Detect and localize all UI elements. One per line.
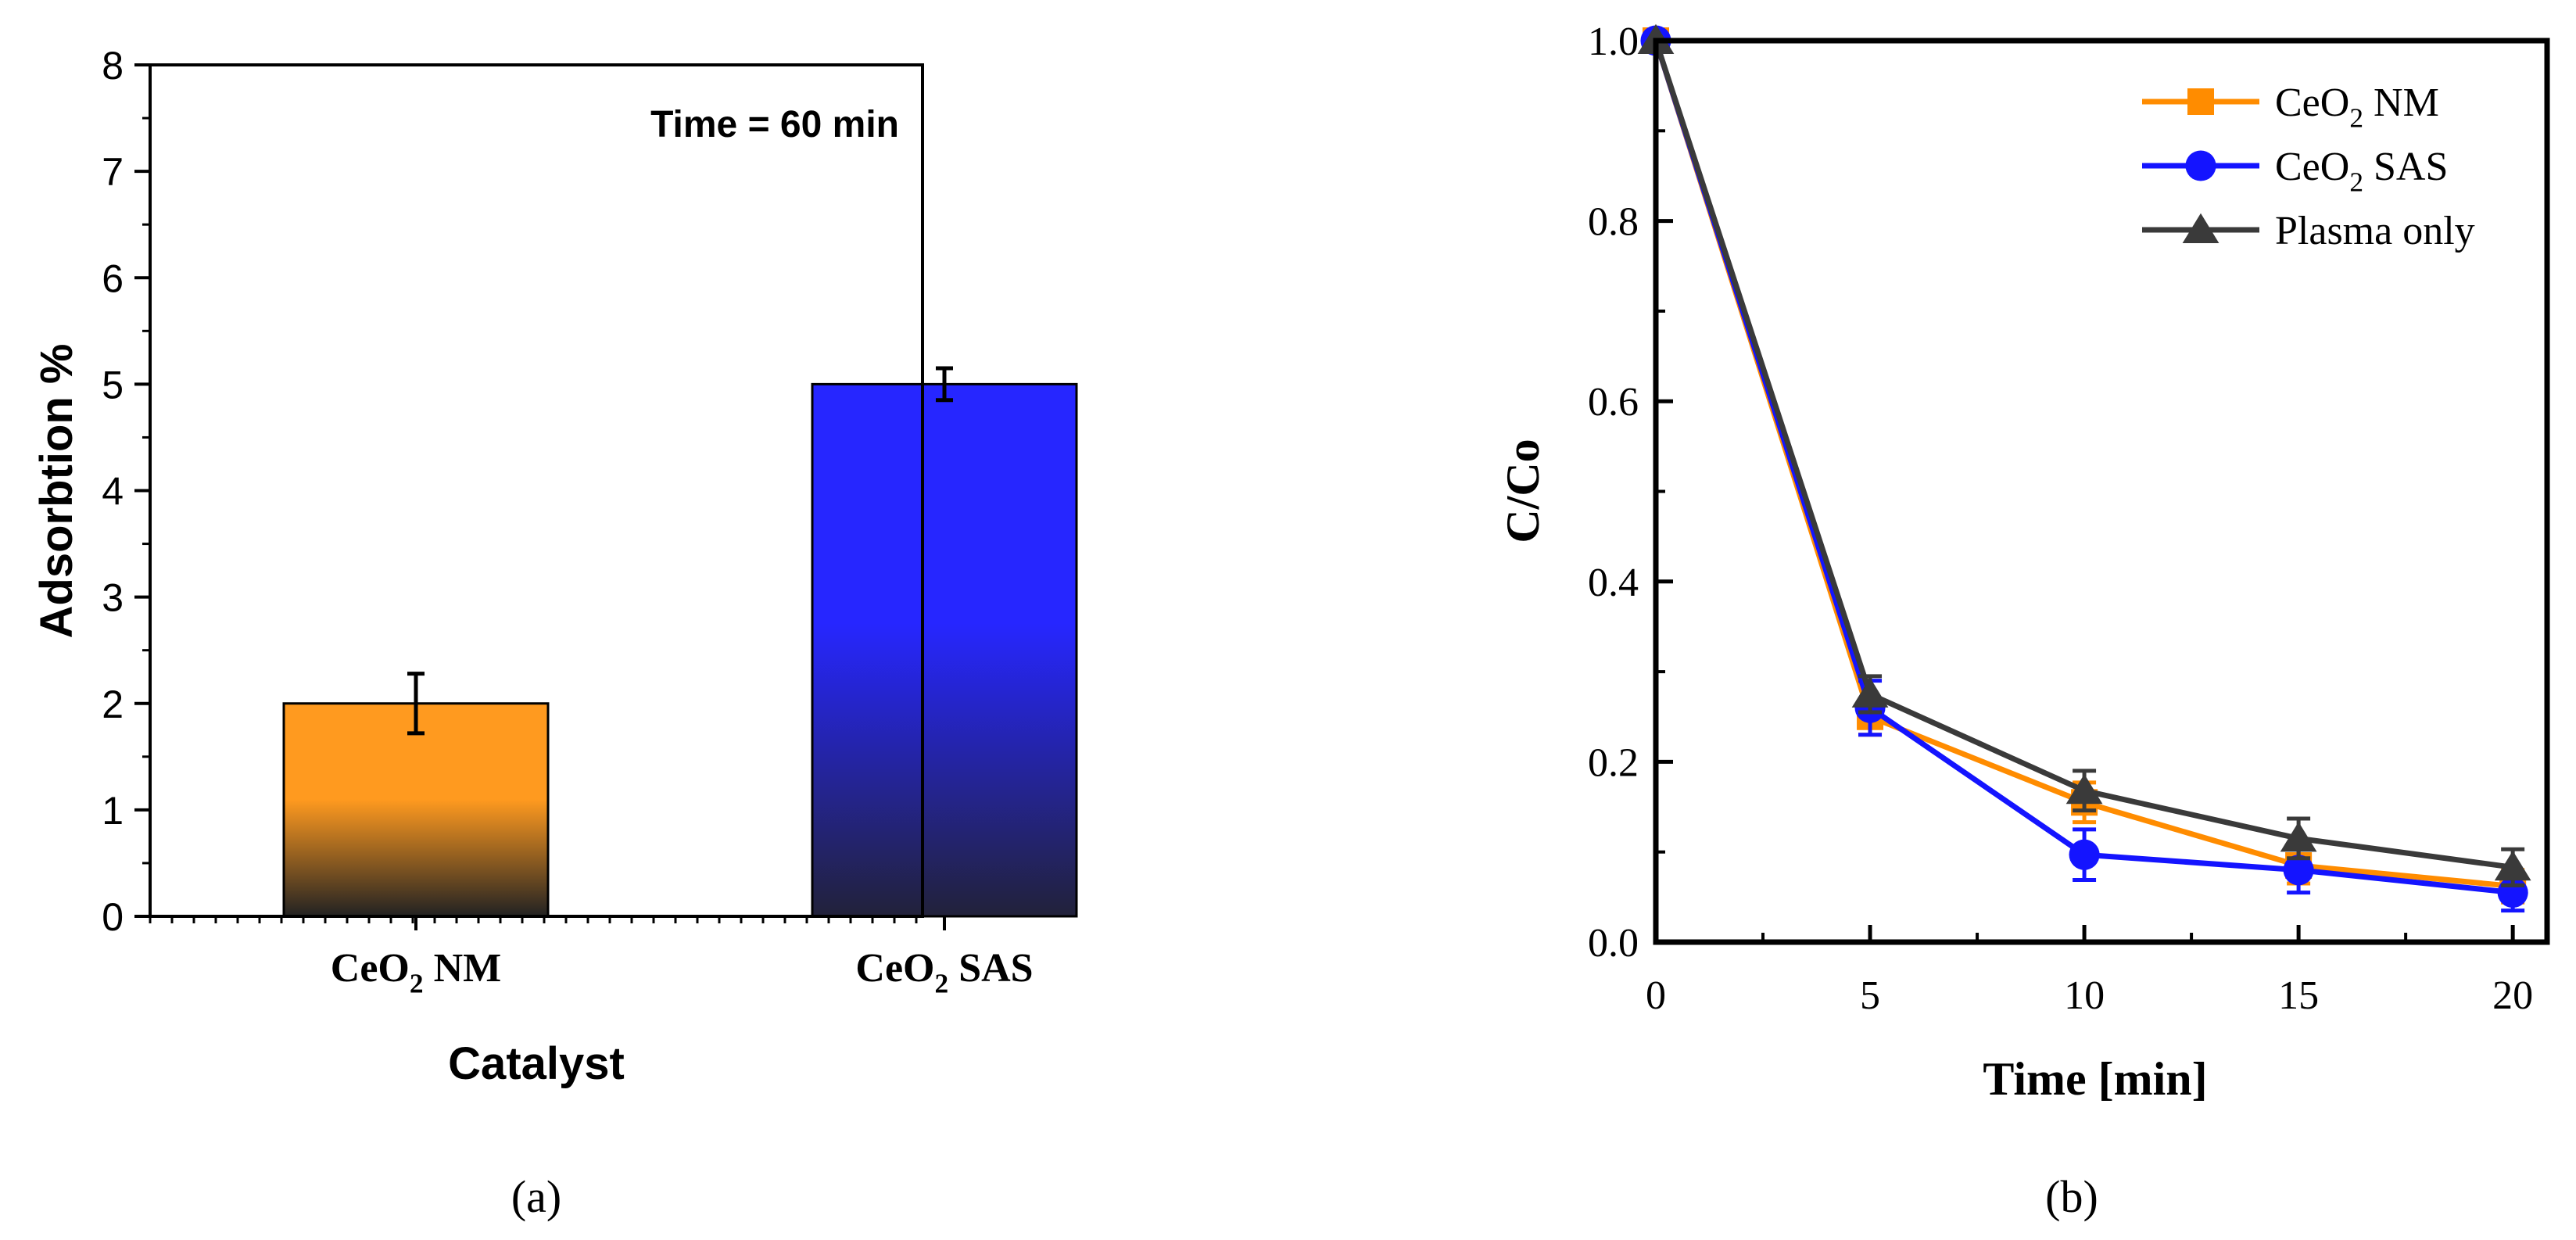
- x-tick-label: 15: [2278, 973, 2319, 1018]
- bar-chart-panel: CeO2 NM CeO2 SAS 0 1 2 3 4 5 6 7 8 Time = 60 min C…: [31, 44, 1078, 1222]
- data-point: [2283, 855, 2314, 886]
- panel-label-b: (b): [2045, 1171, 2098, 1222]
- y-tick-label: 0: [102, 895, 124, 939]
- bar-chart-x-axis-label: Catalyst: [448, 1038, 625, 1089]
- y-tick-label: 2: [102, 683, 124, 726]
- y-tick-label: 0.6: [1588, 380, 1639, 425]
- bar-chart-axes: CeO2 NM CeO2 SAS 0 1 2 3 4 5 6 7 8: [102, 44, 1033, 999]
- x-tick-label: 10: [2064, 973, 2105, 1018]
- y-tick-label: 5: [102, 363, 124, 407]
- line-chart-y-axis-label: C/Co: [1497, 439, 1549, 543]
- legend-label: CeO2 NM: [2275, 81, 2439, 134]
- bar-chart-y-axis-label: Adsorbtion %: [31, 344, 82, 639]
- x-tick-label: 20: [2492, 973, 2533, 1018]
- bar-chart-marks: [282, 366, 1078, 918]
- y-tick-label: 7: [102, 150, 124, 194]
- y-tick-label: 4: [102, 470, 124, 514]
- y-tick-label: 3: [102, 576, 124, 620]
- data-point: [2280, 822, 2317, 852]
- y-tick-label: 6: [102, 256, 124, 300]
- bar-chart-annotation: Time = 60 min: [650, 104, 899, 145]
- line-chart-x-axis-label: Time [min]: [1983, 1053, 2207, 1105]
- data-point: [2069, 839, 2100, 870]
- legend-label: CeO2 SAS: [2275, 145, 2448, 198]
- x-tick-label: 5: [1860, 973, 1880, 1018]
- data-point: [2065, 774, 2103, 805]
- line-chart-axes: 0 5 10 15 20 0.0 0.2 0.4 0.6 0.8 1.0: [1588, 20, 2533, 1018]
- data-point: [2182, 213, 2220, 243]
- panel-label-a: (a): [511, 1171, 561, 1222]
- y-tick-label: 0.0: [1588, 921, 1639, 966]
- data-point: [2185, 150, 2216, 181]
- line-chart-legend: CeO2 NM CeO2 SAS Plasma only: [2142, 81, 2475, 253]
- line-chart-panel: 0 5 10 15 20 0.0 0.2 0.4 0.6 0.8 1.0 CeO2 NM CeO2 S…: [1497, 20, 2550, 1222]
- y-tick-label: 0.2: [1588, 740, 1639, 785]
- y-tick-label: 8: [102, 44, 124, 88]
- y-tick-label: 1: [102, 789, 124, 833]
- series-plasma-only: [1637, 23, 2531, 887]
- data-point: [2494, 851, 2531, 881]
- x-tick-label: CeO2 SAS: [855, 946, 1033, 999]
- x-tick-label: CeO2 NM: [331, 946, 501, 999]
- y-tick-label: 0.8: [1588, 200, 1639, 245]
- bar: [282, 702, 550, 918]
- x-tick-label: 0: [1646, 973, 1666, 1018]
- data-point: [2187, 88, 2214, 115]
- y-tick-label: 1.0: [1588, 20, 1639, 64]
- legend-label: Plasma only: [2275, 209, 2475, 253]
- bar: [811, 382, 1078, 918]
- line-chart-marks: [1637, 23, 2531, 913]
- data-point: [1851, 677, 1889, 708]
- y-tick-label: 0.4: [1588, 561, 1639, 605]
